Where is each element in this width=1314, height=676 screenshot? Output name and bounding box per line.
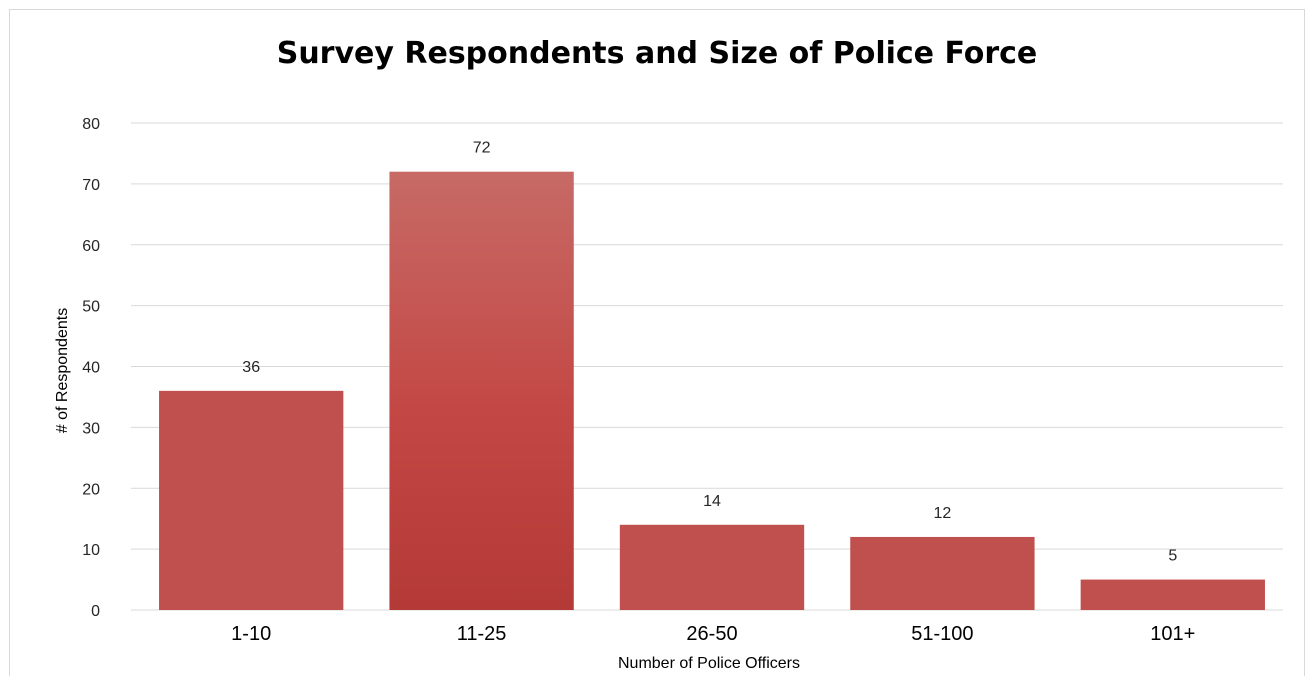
y-tick-label: 80 (82, 116, 100, 133)
data-label: 14 (703, 493, 721, 510)
x-category-label: 26-50 (686, 623, 737, 645)
bar-26-50 (619, 524, 805, 610)
bar-51-100 (850, 536, 1035, 610)
x-category-label: 1-10 (231, 623, 271, 645)
data-label: 5 (1168, 548, 1177, 565)
data-labels: 36 72 14 12 5 (242, 140, 1177, 565)
y-tick-label: 20 (82, 481, 100, 498)
bar-101+ (1080, 579, 1265, 610)
bar-1-10 (159, 390, 344, 610)
y-tick-label: 70 (82, 177, 100, 194)
y-tick-label: 30 (82, 420, 100, 437)
x-category-label: 101+ (1150, 623, 1195, 645)
y-tick-label: 40 (82, 360, 100, 377)
bars (159, 171, 1265, 610)
data-label: 12 (934, 505, 952, 522)
x-axis-title: Number of Police Officers (618, 655, 800, 672)
chart-title: Survey Respondents and Size of Police Fo… (276, 36, 1038, 71)
data-label: 72 (473, 140, 491, 157)
y-tick-label: 0 (91, 603, 100, 620)
y-axis-ticks: 0 10 20 30 40 50 60 70 80 (82, 116, 100, 620)
data-label: 36 (242, 359, 260, 376)
y-tick-label: 50 (82, 299, 100, 316)
x-category-label: 51-100 (911, 623, 973, 645)
y-tick-label: 10 (82, 542, 100, 559)
x-category-label: 11-25 (457, 623, 507, 645)
x-axis-categories: 1-10 11-25 26-50 51-100 101+ (231, 623, 1195, 645)
y-tick-label: 60 (82, 238, 100, 255)
y-axis-title: # of Respondents (54, 308, 71, 433)
bar-11-25 (389, 171, 574, 610)
